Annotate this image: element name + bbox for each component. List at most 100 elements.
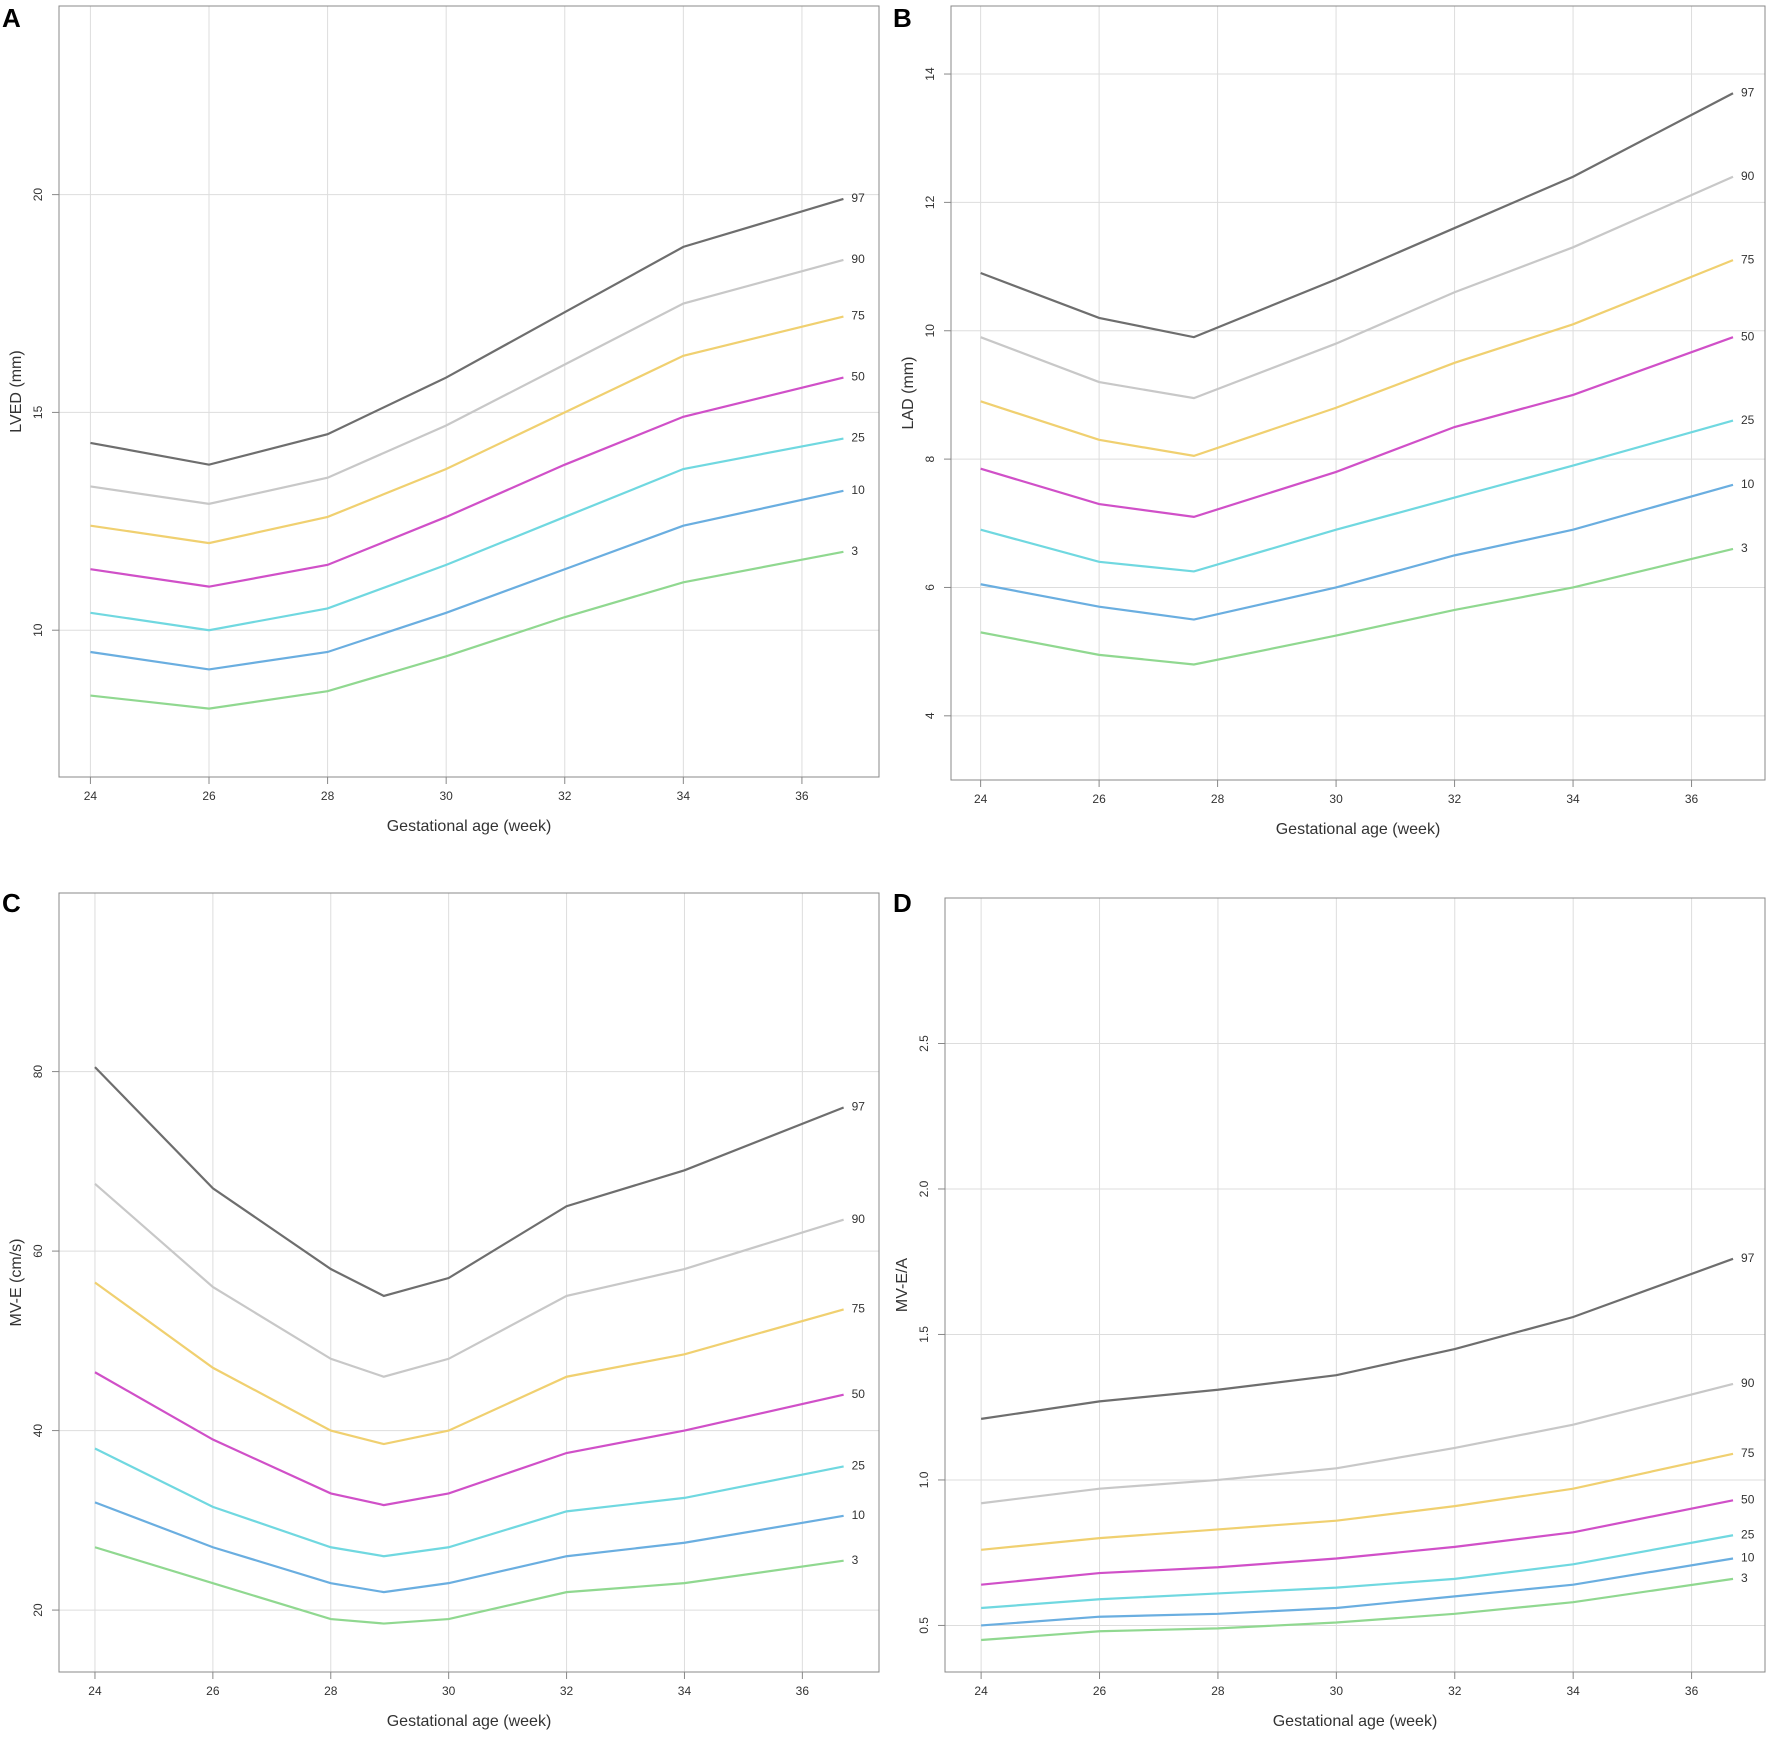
y-tick-label: 20 — [31, 1603, 45, 1617]
percentile-line — [90, 197, 844, 466]
x-tick-label: 36 — [1685, 792, 1699, 806]
percentile-label: 25 — [851, 431, 865, 445]
y-tick-label: 0.5 — [917, 1617, 931, 1634]
percentile-label: 97 — [1741, 85, 1755, 99]
percentile-line — [90, 258, 844, 506]
percentile-line — [980, 483, 1734, 621]
panel-label: C — [2, 888, 21, 918]
percentile-label: 50 — [1741, 329, 1755, 343]
y-tick-label: 80 — [31, 1065, 45, 1079]
y-tick-label: 2.0 — [917, 1180, 931, 1197]
y-tick-label: 60 — [31, 1244, 45, 1258]
x-tick-label: 36 — [796, 1684, 810, 1698]
percentile-line — [980, 336, 1734, 518]
percentile-label: 50 — [1741, 1492, 1755, 1506]
percentile-line — [980, 419, 1734, 573]
percentile-label: 90 — [1741, 169, 1755, 183]
plot-frame — [950, 5, 1766, 781]
percentile-line — [90, 550, 844, 710]
percentile-label: 10 — [1741, 477, 1755, 491]
percentile-label: 3 — [1741, 541, 1748, 555]
x-tick-label: 24 — [88, 1684, 102, 1698]
x-tick-label: 30 — [1329, 792, 1343, 806]
percentile-label: 3 — [1741, 1571, 1748, 1585]
y-tick-label: 4 — [923, 712, 937, 719]
y-tick-label: 12 — [923, 195, 937, 209]
panel-label: B — [893, 3, 912, 33]
y-tick-label: 1.0 — [917, 1471, 931, 1488]
y-axis-label: LAD (mm) — [900, 357, 917, 430]
panel-label: A — [2, 3, 21, 33]
x-tick-label: 24 — [84, 789, 98, 803]
plot-frame — [944, 897, 1766, 1673]
percentile-line — [981, 1499, 1734, 1586]
x-tick-label: 32 — [560, 1684, 574, 1698]
percentile-line — [981, 1577, 1734, 1642]
x-axis-label: Gestational age (week) — [1273, 1713, 1438, 1730]
x-tick-label: 28 — [321, 789, 335, 803]
percentile-line — [94, 1546, 844, 1625]
y-tick-label: 2.5 — [917, 1035, 931, 1052]
percentile-line — [980, 92, 1734, 339]
y-tick-label: 15 — [31, 405, 45, 419]
percentile-label: 3 — [851, 544, 858, 558]
percentile-line — [980, 259, 1734, 458]
x-axis-label: Gestational age (week) — [387, 1713, 552, 1730]
x-tick-label: 28 — [324, 1684, 338, 1698]
percentile-line — [981, 1452, 1734, 1551]
x-tick-label: 26 — [1092, 792, 1106, 806]
percentile-label: 10 — [852, 1508, 866, 1522]
x-tick-label: 24 — [974, 792, 988, 806]
percentile-label: 90 — [852, 1212, 866, 1226]
x-tick-label: 34 — [1566, 1684, 1580, 1698]
x-tick-label: 30 — [439, 789, 453, 803]
plot-frame — [58, 892, 880, 1673]
x-tick-label: 28 — [1211, 1684, 1225, 1698]
y-tick-label: 40 — [31, 1424, 45, 1438]
y-tick-label: 20 — [31, 188, 45, 202]
y-tick-label: 8 — [923, 455, 937, 462]
x-tick-label: 24 — [974, 1684, 988, 1698]
x-tick-label: 34 — [678, 1684, 692, 1698]
percentile-label: 50 — [852, 1387, 866, 1401]
percentile-label: 25 — [1741, 1527, 1755, 1541]
x-tick-label: 32 — [558, 789, 572, 803]
percentile-line — [94, 1182, 844, 1378]
percentile-label: 3 — [852, 1553, 859, 1567]
percentile-label: 97 — [852, 1100, 866, 1114]
plot-frame — [58, 5, 880, 778]
y-tick-label: 1.5 — [917, 1326, 931, 1343]
percentile-label: 90 — [851, 252, 865, 266]
y-tick-label: 10 — [31, 623, 45, 637]
x-tick-label: 34 — [677, 789, 691, 803]
x-tick-label: 32 — [1448, 1684, 1462, 1698]
x-tick-label: 26 — [206, 1684, 220, 1698]
x-tick-label: 36 — [1685, 1684, 1699, 1698]
percentile-label: 10 — [851, 483, 865, 497]
percentile-line — [94, 1066, 845, 1298]
x-tick-label: 30 — [1330, 1684, 1344, 1698]
percentile-line — [980, 547, 1734, 666]
x-axis-label: Gestational age (week) — [387, 818, 552, 835]
percentile-line — [90, 437, 844, 632]
percentile-label: 75 — [851, 309, 865, 323]
percentile-line — [980, 1257, 1734, 1420]
percentile-line — [94, 1371, 844, 1507]
x-tick-label: 34 — [1566, 792, 1580, 806]
y-axis-label: MV-E/A — [894, 1258, 911, 1313]
x-tick-label: 36 — [795, 789, 809, 803]
percentile-line — [90, 315, 844, 545]
percentile-line — [981, 1557, 1734, 1627]
percentile-label: 97 — [851, 191, 865, 205]
percentile-label: 75 — [1741, 252, 1755, 266]
y-tick-label: 6 — [923, 584, 937, 591]
percentile-label: 50 — [851, 370, 865, 384]
percentile-line — [90, 489, 844, 671]
y-tick-label: 14 — [923, 67, 937, 81]
percentile-line — [981, 1534, 1734, 1610]
panel-label: D — [893, 888, 912, 918]
y-tick-label: 10 — [923, 324, 937, 338]
percentile-line — [94, 1281, 844, 1446]
